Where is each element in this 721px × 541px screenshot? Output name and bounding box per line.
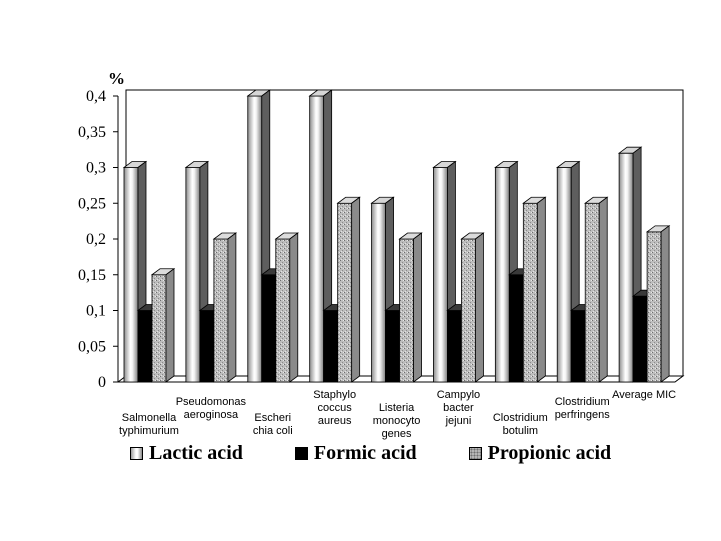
x-category-label: Salmonella typhimurium bbox=[119, 412, 179, 437]
legend-item-formic: Formic acid bbox=[294, 441, 417, 465]
y-tick-label: 0,1 bbox=[86, 303, 106, 320]
bar-propionic-8 bbox=[645, 225, 671, 383]
bar-propionic-0 bbox=[150, 267, 176, 383]
y-tick-label: 0,05 bbox=[78, 338, 106, 355]
x-category-label: Average MIC bbox=[612, 389, 676, 401]
legend-label-formic: Formic acid bbox=[313, 441, 417, 464]
x-category-label: Listeria monocyto genes bbox=[373, 402, 421, 440]
legend-item-lactic: Lactic acid bbox=[130, 442, 243, 465]
x-category-label: Pseudomonas aeroginosa bbox=[176, 396, 247, 421]
y-tick-label: 0,35 bbox=[78, 124, 106, 141]
bar-propionic-4 bbox=[398, 232, 423, 383]
x-category-label: Clostridium botulim bbox=[493, 412, 548, 437]
bar-lactic-1 bbox=[184, 160, 210, 383]
y-tick-label: 0,25 bbox=[78, 195, 106, 212]
y-tick-label: 0,2 bbox=[86, 231, 106, 248]
y-tick-label: 0,3 bbox=[86, 160, 106, 177]
x-category-label: Clostridium perfringens bbox=[555, 396, 611, 421]
y-tick-label: 0 bbox=[98, 374, 106, 391]
x-category-label: Campylo bacter jejuni bbox=[437, 389, 480, 427]
bar-propionic-1 bbox=[212, 232, 238, 383]
legend-item-propionic: Propionic acid bbox=[468, 441, 612, 465]
bar-propionic-5 bbox=[460, 232, 485, 383]
y-tick-label: 0,15 bbox=[78, 267, 106, 284]
legend: Lactic acid Formic acid Propionic acid bbox=[130, 441, 670, 465]
legend-swatch-propionic bbox=[468, 446, 482, 460]
legend-label-propionic: Propionic acid bbox=[487, 441, 612, 464]
bar-propionic-7 bbox=[584, 196, 609, 383]
bar-propionic-6 bbox=[522, 196, 547, 383]
y-axis-ticks: 0 0,05 0,1 0,15 0,2 0,25 0,3 0,35 0,4 bbox=[78, 88, 118, 391]
bar-propionic-2 bbox=[274, 232, 299, 383]
legend-swatch-formic bbox=[294, 446, 308, 460]
y-axis-unit: % bbox=[108, 69, 125, 88]
x-category-label: Escheri chia coli bbox=[253, 412, 293, 437]
bar-propionic-3 bbox=[336, 196, 361, 383]
legend-label-lactic: Lactic acid bbox=[149, 441, 243, 464]
bars bbox=[122, 89, 671, 383]
y-tick-label: 0,4 bbox=[86, 88, 106, 105]
legend-swatch-lactic bbox=[130, 446, 143, 460]
x-category-label: Staphylo coccus aureus bbox=[313, 389, 356, 427]
